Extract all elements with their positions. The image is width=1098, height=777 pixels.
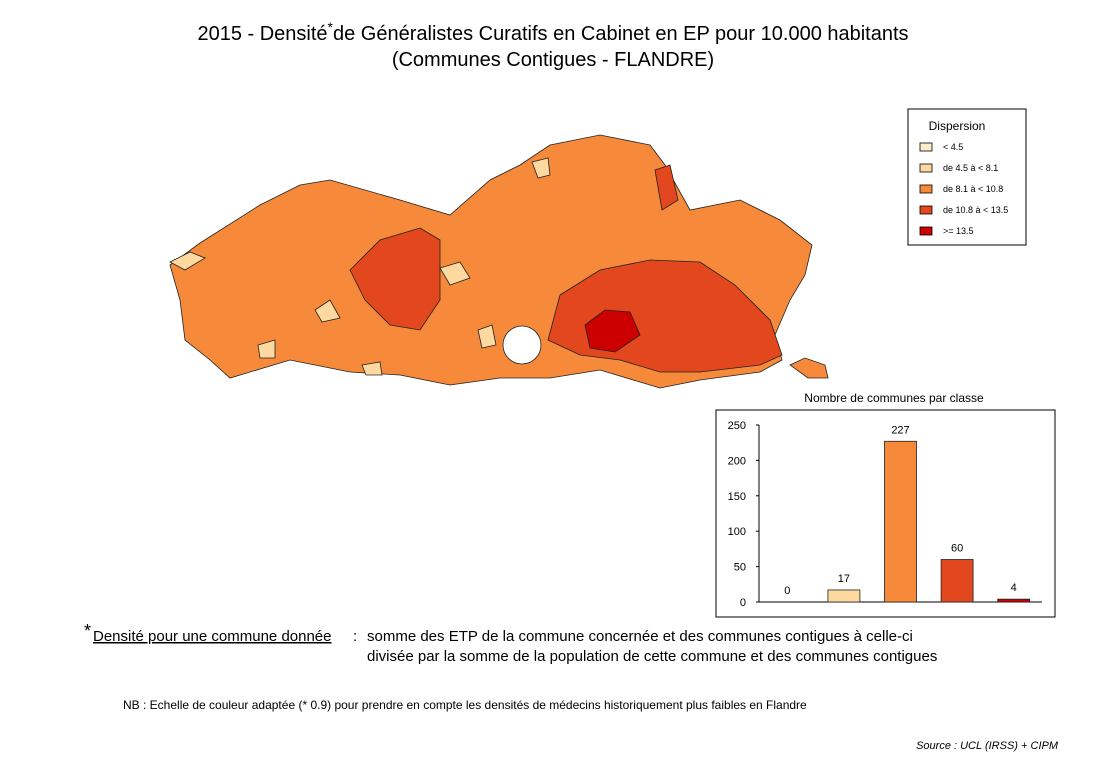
footnote-mark: * — [84, 621, 91, 641]
legend-label: de 10.8 à < 13.5 — [943, 205, 1008, 215]
y-tick-label: 100 — [728, 526, 746, 538]
brussels-hole — [502, 325, 542, 365]
y-tick-label: 50 — [734, 562, 746, 574]
source: Source : UCL (IRSS) + CIPM — [916, 740, 1059, 752]
footnote-line: somme des ETP de la commune concernée et… — [367, 628, 913, 645]
data-label: 4 — [1011, 582, 1017, 594]
chart-title: Nombre de communes par classe — [804, 391, 984, 405]
y-tick-label: 0 — [740, 597, 746, 609]
footnote-separator: : — [353, 628, 357, 645]
legend-label: de 4.5 à < 8.1 — [943, 163, 998, 173]
region — [654, 164, 679, 211]
y-tick-label: 250 — [728, 420, 746, 432]
bar — [827, 589, 861, 603]
title-mark: * — [328, 19, 334, 35]
region — [349, 227, 441, 331]
bar — [997, 598, 1031, 603]
title-rest: de Généralistes Curatifs en Cabinet en E… — [333, 23, 909, 45]
data-label: 17 — [838, 573, 850, 585]
legend-label: de 8.1 à < 10.8 — [943, 184, 1003, 194]
nb-note: NB : Echelle de couleur adaptée (* 0.9) … — [123, 698, 807, 712]
bar-chart: Nombre de communes par classe 0 50 100 150 2… — [715, 391, 1056, 618]
title: 2015 - Densité*de Généralistes Curatifs … — [197, 19, 908, 45]
region — [584, 309, 641, 353]
legend-title: Dispersion — [929, 119, 986, 133]
legend-swatch — [919, 184, 933, 194]
title-prefix: 2015 - Densité — [197, 23, 327, 45]
footnote: * Densité pour une commune donnée : somm… — [84, 621, 937, 665]
subtitle: (Communes Contigues - FLANDRE) — [392, 49, 714, 71]
y-tick-label: 150 — [728, 491, 746, 503]
legend-box — [907, 108, 1027, 246]
data-label: 227 — [891, 424, 909, 436]
map — [169, 134, 829, 389]
data-label: 60 — [951, 543, 963, 555]
region — [169, 157, 551, 376]
region — [789, 357, 829, 379]
legend: Dispersion < 4.5 de 4.5 à < 8.1 de 8.1 à <… — [907, 108, 1027, 246]
legend-label: >= 13.5 — [943, 226, 974, 236]
footnote-line: divisée par la somme de la population de… — [367, 648, 937, 665]
footnote-term: Densité pour une commune donnée — [93, 628, 332, 645]
bar — [940, 559, 974, 603]
legend-swatch — [919, 163, 933, 173]
bar — [884, 440, 917, 603]
legend-label: < 4.5 — [943, 142, 963, 152]
legend-swatch — [919, 142, 933, 152]
legend-swatch — [919, 205, 933, 215]
data-label: 0 — [784, 585, 790, 597]
y-tick-label: 200 — [728, 455, 746, 467]
legend-swatch — [919, 226, 933, 236]
